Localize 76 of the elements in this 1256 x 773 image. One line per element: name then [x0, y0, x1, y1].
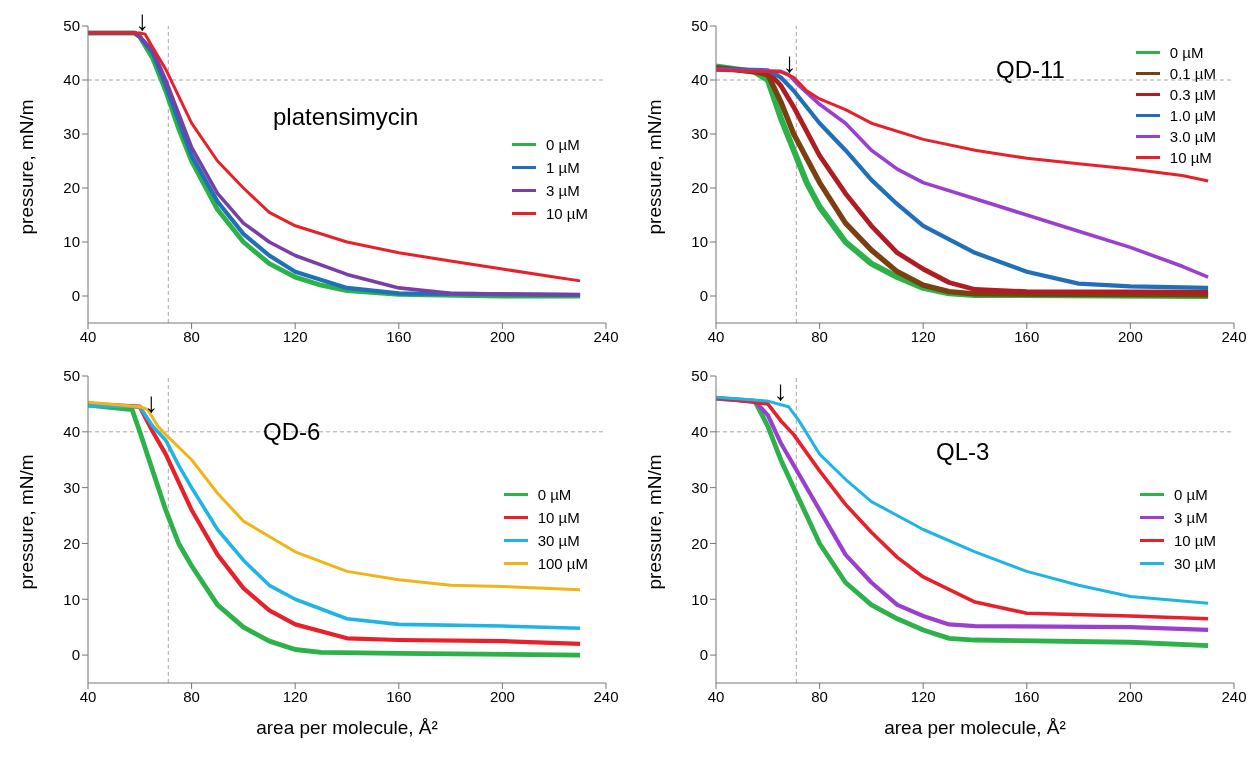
y-tick-label: 0 [71, 646, 80, 664]
annotation: ↓ [782, 46, 797, 78]
legend-label: 1.0 µM [1169, 106, 1216, 126]
legend-label: 0 µM [1174, 485, 1208, 505]
y-tick-label: 10 [691, 233, 708, 251]
x-tick-label: 240 [593, 327, 619, 345]
x-tick-label: 160 [386, 327, 412, 345]
y-tick-label: 10 [691, 590, 708, 608]
y-tick-label: 40 [63, 71, 80, 89]
legend-label: 3 µM [1174, 508, 1208, 528]
text: QD-11 [996, 56, 1065, 84]
y-tick-label: 40 [691, 423, 708, 441]
x-tick-label: 120 [282, 327, 308, 345]
annotation: ↓ [135, 4, 150, 36]
x-tick-label: 80 [183, 327, 200, 345]
legend-label: 10 µM [1174, 531, 1216, 551]
y-tick-label: 0 [699, 646, 708, 664]
y-axis-title: pressure, mN/m [15, 99, 37, 235]
legend-label: 0.3 µM [1169, 85, 1216, 105]
y-tick-label: 20 [63, 534, 80, 552]
text: QL-3 [936, 438, 990, 466]
y-tick-label: 10 [63, 233, 80, 251]
x-tick-label: 80 [811, 687, 828, 705]
x-tick-label: 200 [489, 327, 515, 345]
x-tick-label: 240 [1221, 687, 1247, 705]
x-tick-label: 160 [386, 687, 412, 705]
x-tick-label: 120 [910, 327, 936, 345]
legend-label: 30 µM [1174, 554, 1216, 574]
x-tick-label: 120 [282, 687, 308, 705]
y-tick-label: 30 [691, 478, 708, 496]
y-tick-label: 20 [691, 534, 708, 552]
y-tick-label: 40 [691, 71, 708, 89]
y-tick-label: 20 [63, 179, 80, 197]
y-tick-label: 50 [63, 367, 80, 385]
y-tick-label: 30 [63, 478, 80, 496]
legend-label: 0 µM [537, 485, 572, 505]
y-axis-title: pressure, mN/m [643, 99, 665, 235]
legend-label: 0.1 µM [1169, 64, 1216, 84]
x-tick-label: 160 [1014, 327, 1040, 345]
y-tick-label: 50 [691, 367, 708, 385]
y-tick-label: 50 [63, 17, 80, 35]
y-tick-label: 50 [691, 17, 708, 35]
text: QD-6 [263, 418, 321, 446]
y-tick-label: 30 [691, 125, 708, 143]
legend-label: 0 µM [1169, 43, 1204, 63]
legend-label: 100 µM [537, 554, 588, 574]
x-tick-label: 200 [1117, 687, 1143, 705]
y-tick-label: 10 [63, 590, 80, 608]
x-tick-label: 160 [1014, 687, 1040, 705]
x-tick-label: 200 [1117, 327, 1143, 345]
annotation: ↓ [144, 386, 159, 418]
text: platensimycin [273, 103, 419, 131]
legend-label: 30 µM [537, 531, 580, 551]
y-tick-label: 30 [63, 125, 80, 143]
x-tick-label: 240 [593, 687, 619, 705]
annotation: ↓ [773, 375, 788, 407]
x-axis-title: area per molecule, Å² [884, 717, 1066, 739]
x-axis-title: area per molecule, Å² [256, 717, 438, 739]
legend-label: 10 µM [537, 508, 580, 528]
y-tick-label: 0 [699, 287, 708, 305]
x-tick-label: 120 [910, 687, 936, 705]
legend-label: 0 µM [546, 135, 580, 155]
legend-label: 10 µM [1169, 148, 1212, 168]
y-tick-label: 0 [71, 287, 80, 305]
x-tick-label: 240 [1221, 327, 1247, 345]
legend-label: 3 µM [546, 181, 580, 201]
legend-label: 3.0 µM [1169, 127, 1216, 147]
y-axis-title: pressure, mN/m [15, 454, 37, 590]
y-axis-title: pressure, mN/m [643, 454, 665, 590]
x-tick-label: 200 [489, 687, 515, 705]
x-tick-label: 80 [811, 327, 828, 345]
legend-label: 10 µM [546, 204, 588, 224]
legend-label: 1 µM [546, 158, 580, 178]
x-tick-label: 80 [183, 687, 200, 705]
y-tick-label: 20 [691, 179, 708, 197]
y-tick-label: 40 [63, 423, 80, 441]
